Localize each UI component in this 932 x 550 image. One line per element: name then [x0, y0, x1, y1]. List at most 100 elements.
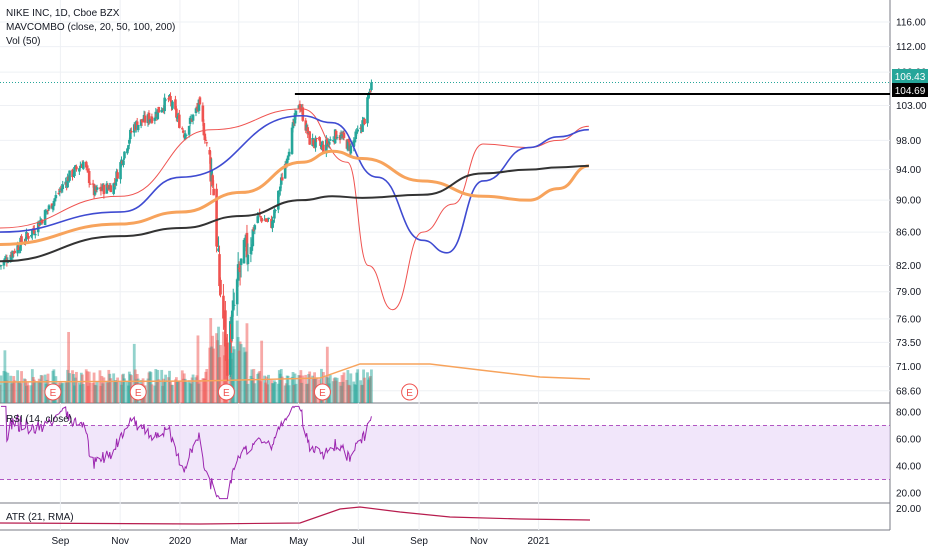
volume-bar — [356, 369, 360, 403]
earnings-marker-label: E — [50, 388, 57, 399]
candle-body — [87, 171, 91, 184]
candle-body — [37, 223, 41, 227]
candle-body — [66, 176, 69, 188]
candle-body — [194, 108, 198, 114]
volume-bar — [150, 384, 154, 403]
candle-body — [322, 144, 325, 153]
candle-body — [265, 220, 268, 222]
volume-pane — [0, 318, 591, 403]
candle-body — [73, 167, 76, 177]
legend-symbol: NIKE INC, 1D, Cboe BZX — [6, 8, 120, 19]
candle-body — [259, 216, 262, 218]
candle-body — [235, 279, 239, 305]
atr-pane — [0, 506, 591, 525]
candle-body — [153, 117, 157, 121]
candle-body — [217, 248, 220, 252]
volume-bar — [171, 384, 174, 403]
volume-bar — [88, 382, 92, 403]
candle-body — [128, 139, 131, 144]
candle-body — [294, 110, 298, 116]
candle-body — [226, 342, 229, 376]
level-value: 104.69 — [895, 86, 926, 97]
legend-volume: Vol (50) — [6, 36, 40, 47]
candle-body — [129, 129, 132, 140]
earnings-marker-label: E — [406, 388, 413, 399]
candle-body — [362, 117, 365, 120]
volume-bar — [308, 371, 312, 403]
volume-bar — [301, 375, 305, 403]
candle-body — [157, 106, 161, 113]
candle-body — [17, 246, 20, 250]
candle-body — [183, 133, 187, 140]
ma-line-1 — [0, 108, 589, 311]
candle-body — [312, 139, 315, 145]
candle-body — [74, 165, 77, 167]
time-tick-label: Sep — [51, 536, 69, 547]
volume-bar — [205, 369, 209, 403]
candle-body — [277, 190, 280, 210]
candle-body — [273, 209, 276, 219]
candle-body — [68, 170, 71, 181]
candle-body — [342, 132, 346, 138]
candle-body — [293, 113, 297, 124]
candle-body — [355, 131, 359, 134]
rsi-pane — [0, 405, 890, 500]
candle-body — [126, 148, 129, 154]
candle-body — [225, 340, 228, 342]
candle-body — [318, 136, 321, 141]
earnings-marker[interactable]: E — [313, 383, 331, 401]
earnings-marker[interactable]: E — [401, 383, 419, 401]
candle-body — [136, 124, 140, 131]
candle-body — [280, 177, 284, 181]
price-tick-label: 82.00 — [896, 261, 921, 272]
candle-body — [361, 120, 364, 132]
candle-body — [99, 186, 103, 192]
axes: 116.00112.00108.00103.0098.0094.0090.008… — [51, 18, 927, 547]
candle-body — [114, 182, 117, 185]
legend-rsi: RSI (14, close) — [6, 414, 72, 425]
price-tick-label: 94.00 — [896, 165, 921, 176]
candle-body — [363, 118, 366, 124]
candle-body — [171, 101, 174, 109]
candle-body — [266, 219, 269, 221]
candle-body — [54, 195, 58, 199]
candle-body — [229, 321, 232, 375]
candle-body — [298, 103, 302, 110]
time-tick-label: Nov — [111, 536, 129, 547]
volume-bar — [40, 375, 44, 403]
candle-body — [109, 185, 113, 193]
candle-body — [11, 251, 15, 258]
earnings-marker[interactable]: E — [44, 383, 62, 401]
candle-body — [180, 128, 184, 130]
candle-body — [43, 210, 47, 226]
volume-bar — [349, 373, 353, 403]
rsi-band — [0, 425, 890, 480]
candle-body — [239, 258, 243, 266]
price-tick-label: 98.00 — [896, 136, 921, 147]
earnings-marker[interactable]: E — [129, 383, 147, 401]
volume-bar — [81, 384, 85, 403]
price-tick-label: 86.00 — [896, 228, 921, 239]
rsi-line — [0, 405, 372, 500]
candle-body — [370, 82, 373, 90]
candle-body — [150, 116, 154, 123]
candle-body — [256, 216, 260, 223]
candlestick-series — [0, 79, 373, 381]
candle-body — [271, 221, 274, 228]
candle-body — [278, 186, 282, 192]
candle-body — [123, 151, 126, 159]
candle-body — [291, 122, 295, 129]
candle-body — [369, 91, 372, 93]
candle-body — [216, 240, 219, 245]
candle-body — [279, 177, 283, 185]
volume-bar — [239, 344, 243, 403]
earnings-marker[interactable]: E — [217, 383, 235, 401]
time-tick-label: Mar — [230, 536, 248, 547]
volume-bar — [267, 374, 270, 403]
candle-body — [156, 109, 160, 120]
price-tick-label: 76.00 — [896, 314, 921, 325]
candle-body — [27, 236, 30, 239]
candle-body — [52, 200, 56, 207]
price-tick-label: 116.00 — [896, 18, 926, 29]
